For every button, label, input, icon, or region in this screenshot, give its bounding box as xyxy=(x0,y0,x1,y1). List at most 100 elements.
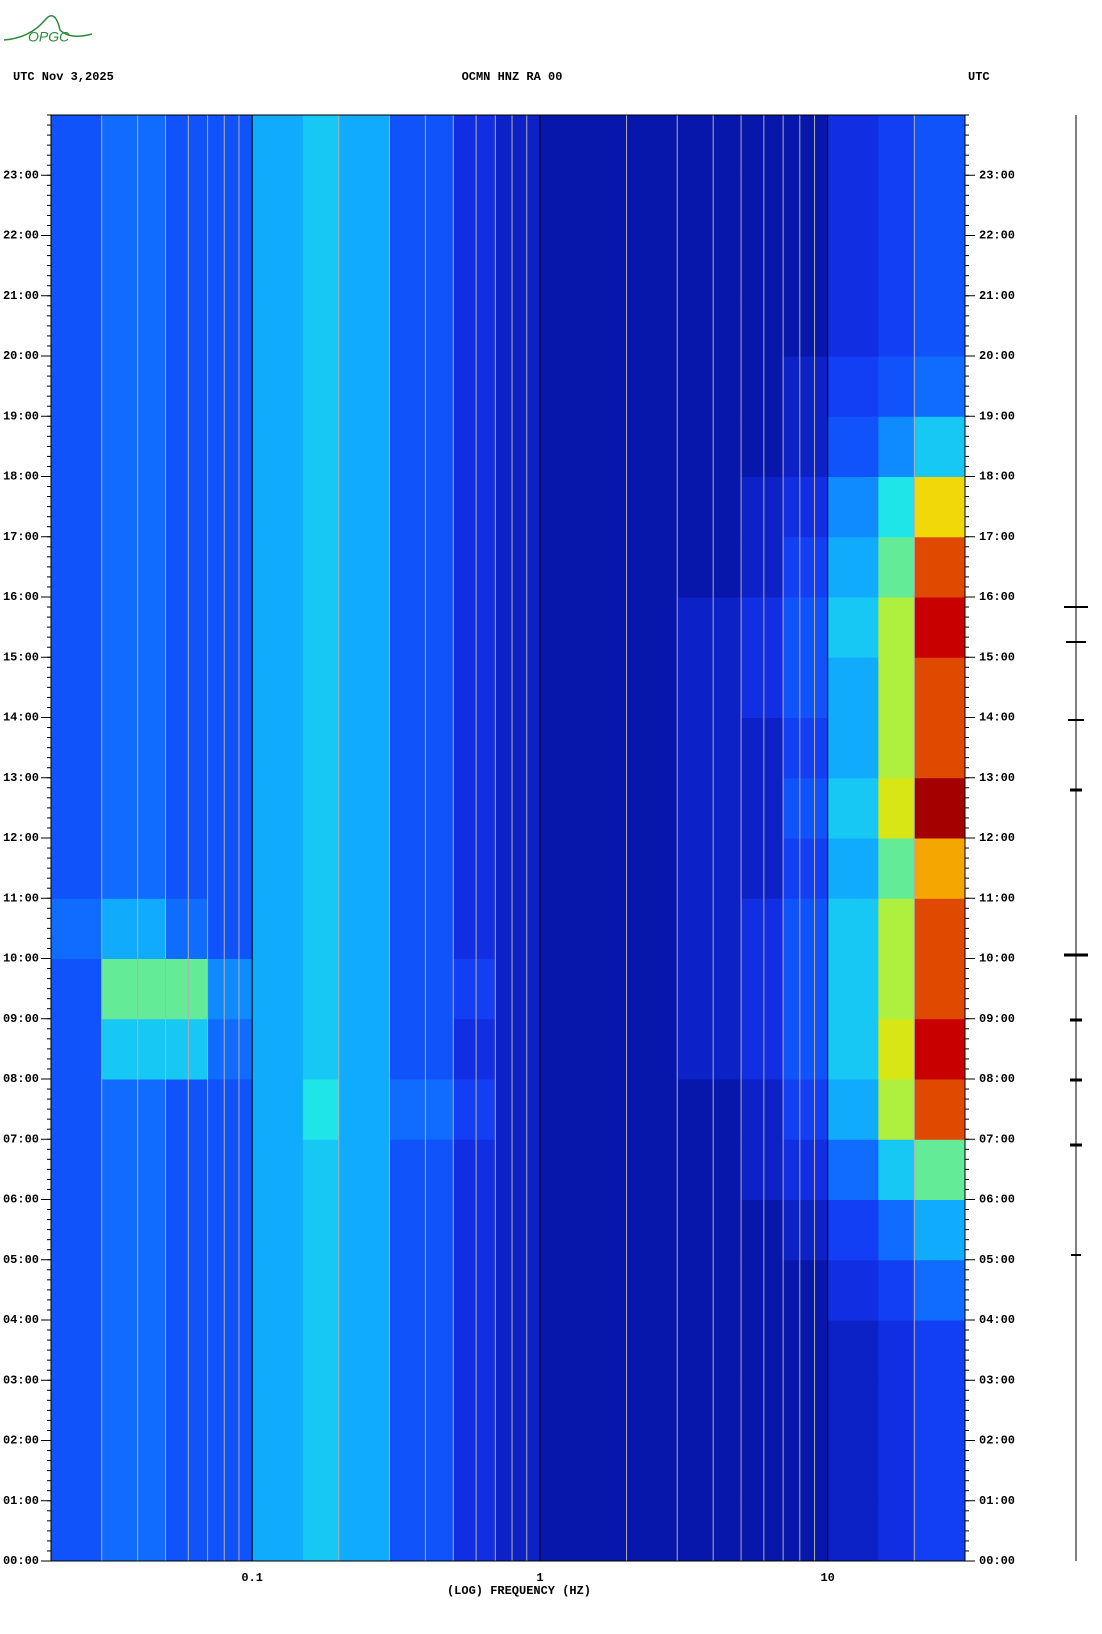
spectrogram-cell xyxy=(101,838,167,899)
spectrogram-cell xyxy=(389,657,454,718)
y-tick-label: 14:00 xyxy=(3,711,39,725)
spectrogram-cell xyxy=(51,898,103,959)
spectrogram-cell xyxy=(626,1079,678,1140)
spectrogram-cell xyxy=(302,235,340,297)
spectrogram-cell xyxy=(626,476,678,538)
spectrogram-cell xyxy=(207,1500,253,1562)
spectrogram-cell xyxy=(389,1259,454,1321)
spectrogram-cell xyxy=(101,175,167,236)
spectrogram-cell xyxy=(302,777,340,839)
spectrogram-cell xyxy=(783,1440,829,1502)
y-tick-label: 18:00 xyxy=(3,470,39,484)
spectrogram-cell xyxy=(495,1500,541,1562)
spectrogram-cell xyxy=(783,235,829,297)
spectrogram-cell xyxy=(51,1018,103,1080)
spectrogram-cell xyxy=(783,958,829,1020)
spectrogram-cell xyxy=(252,657,304,718)
spectrogram-cell xyxy=(51,717,103,779)
spectrogram-cell xyxy=(389,1440,454,1502)
spectrogram-cell xyxy=(741,1199,784,1261)
spectrogram-cell xyxy=(101,476,167,538)
spectrogram-cell xyxy=(338,597,390,658)
spectrogram-cell xyxy=(252,235,304,297)
spectrogram-cell xyxy=(453,476,496,538)
spectrogram-cell xyxy=(741,717,784,779)
spectrogram-cell xyxy=(207,657,253,718)
spectrogram-cell xyxy=(626,597,678,658)
spectrogram-cell xyxy=(539,657,628,718)
spectrogram-cell xyxy=(338,1500,390,1562)
spectrogram-cell xyxy=(495,235,541,297)
spectrogram-cell xyxy=(741,1259,784,1321)
spectrogram-cell xyxy=(252,777,304,839)
spectrogram-cell xyxy=(495,1320,541,1381)
spectrogram-cell xyxy=(252,1139,304,1200)
spectrogram-cell xyxy=(389,777,454,839)
spectrogram-cell xyxy=(302,717,340,779)
spectrogram-cell xyxy=(626,536,678,598)
spectrogram-cell xyxy=(626,175,678,236)
spectrogram-cell xyxy=(539,1139,628,1200)
spectrogram-cell xyxy=(165,416,209,477)
spectrogram-cell xyxy=(252,1259,304,1321)
spectrogram-cell xyxy=(453,115,496,176)
spectrogram-cell xyxy=(741,838,784,899)
spectrogram-cell xyxy=(165,777,209,839)
spectrogram-cell xyxy=(338,717,390,779)
spectrogram-cell xyxy=(453,1500,496,1562)
spectrogram-cell xyxy=(51,1199,103,1261)
spectrogram-cell xyxy=(677,597,742,658)
spectrogram-cell xyxy=(389,1500,454,1562)
spectrogram-cell xyxy=(207,1380,253,1441)
spectrogram-cell xyxy=(101,898,167,959)
spectrogram-cell xyxy=(783,1018,829,1080)
spectrogram-cell xyxy=(207,476,253,538)
spectrogram-cell xyxy=(338,657,390,718)
spectrogram-cell xyxy=(677,1320,742,1381)
y-tick-label: 20:00 xyxy=(3,349,39,363)
y-tick-label: 16:00 xyxy=(3,590,39,604)
spectrogram-cell xyxy=(453,958,496,1020)
spectrogram-cell xyxy=(252,1440,304,1502)
spectrogram-cell xyxy=(495,476,541,538)
spectrogram-cell xyxy=(878,838,915,899)
spectrogram-cell xyxy=(338,115,390,176)
spectrogram-cell xyxy=(539,717,628,779)
spectrogram-cell xyxy=(495,1440,541,1502)
spectrogram-cell xyxy=(827,476,879,538)
spectrogram-cell xyxy=(207,295,253,357)
spectrogram-cell xyxy=(783,657,829,718)
spectrogram-cell xyxy=(389,235,454,297)
spectrogram-cell xyxy=(101,416,167,477)
spectrogram-cell xyxy=(783,1500,829,1562)
y-tick-label: 10:00 xyxy=(3,952,39,966)
spectrogram-cell xyxy=(539,1199,628,1261)
spectrogram-cell xyxy=(453,416,496,477)
spectrogram-cell xyxy=(626,235,678,297)
y-tick-label: 18:00 xyxy=(979,470,1015,484)
spectrogram-cell xyxy=(495,356,541,417)
spectrogram-cell xyxy=(302,1079,340,1140)
y-tick-label: 13:00 xyxy=(3,771,39,785)
spectrogram-cell xyxy=(453,1320,496,1381)
spectrogram-cell xyxy=(539,1500,628,1562)
x-tick-label: 0.1 xyxy=(241,1571,263,1585)
spectrogram-cell xyxy=(827,1018,879,1080)
spectrogram-cell xyxy=(101,1018,167,1080)
spectrogram-cell xyxy=(741,476,784,538)
spectrogram-cell xyxy=(51,838,103,899)
spectrogram-cell xyxy=(677,295,742,357)
spectrogram-cell xyxy=(741,597,784,658)
spectrogram-cell xyxy=(677,898,742,959)
spectrogram-cell xyxy=(677,1018,742,1080)
spectrogram-cell xyxy=(539,356,628,417)
spectrogram-cell xyxy=(252,416,304,477)
spectrogram-cell xyxy=(626,717,678,779)
spectrogram-cell xyxy=(101,717,167,779)
spectrogram-cell xyxy=(626,1500,678,1562)
spectrogram-cell xyxy=(878,1380,915,1441)
spectrogram-cell xyxy=(539,777,628,839)
spectrogram-cell xyxy=(741,898,784,959)
spectrogram-cell xyxy=(539,1018,628,1080)
spectrogram-cell xyxy=(827,1199,879,1261)
